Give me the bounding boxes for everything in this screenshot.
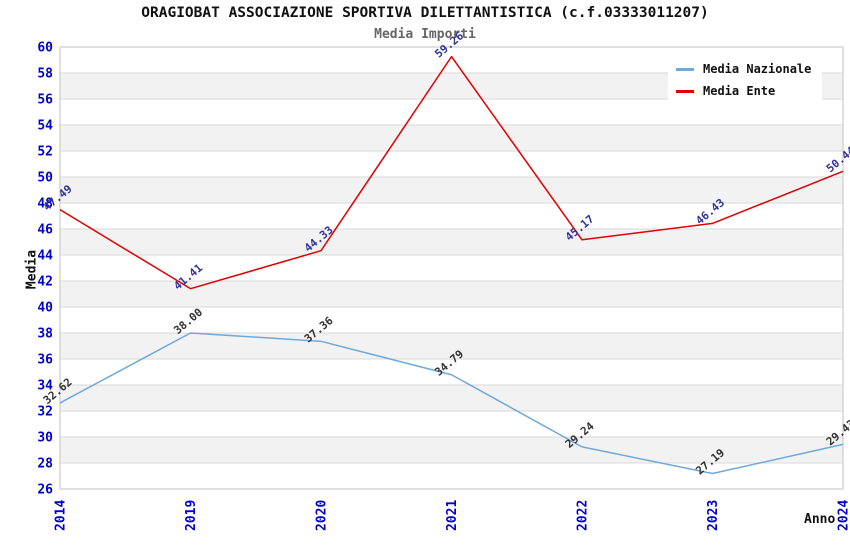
y-tick-label: 58 <box>37 67 53 82</box>
y-tick-label: 40 <box>37 301 53 316</box>
point-value-label: 38.00 <box>171 306 205 337</box>
plot-border <box>59 46 844 490</box>
y-tick-label: 60 <box>37 41 53 56</box>
y-tick-label: 44 <box>37 249 53 264</box>
x-tick-label: 2020 <box>315 500 330 531</box>
y-tick-label: 38 <box>37 327 53 342</box>
legend-label: Media Nazionale <box>703 62 812 76</box>
x-tick-label: 2021 <box>445 500 460 531</box>
series-line <box>59 332 844 475</box>
y-tick-label: 26 <box>37 483 53 498</box>
chart-title: ORAGIOBAT ASSOCIAZIONE SPORTIVA DILETTAN… <box>141 5 709 21</box>
x-tick-label: 2024 <box>837 500 850 531</box>
y-axis-title: Media <box>24 249 40 290</box>
y-tick-label: 56 <box>37 93 53 108</box>
point-value-label: 29.43 <box>824 417 850 448</box>
x-tick-label: 2023 <box>706 500 721 531</box>
x-axis-title: Anno <box>804 512 836 527</box>
x-axis-tick-labels: 2014 2019 2020 2021 2022 2023 2024 <box>54 500 850 531</box>
chart-subtitle: Media Importi <box>374 27 476 42</box>
legend: Media Nazionale Media Ente <box>668 56 822 104</box>
y-tick-label: 48 <box>37 197 53 212</box>
x-tick-label: 2019 <box>184 500 199 531</box>
plot-bands <box>60 73 843 463</box>
y-tick-label: 32 <box>37 405 53 420</box>
y-tick-label: 50 <box>37 171 53 186</box>
y-tick-label: 42 <box>37 275 53 290</box>
point-value-label: 59.26 <box>432 29 466 60</box>
legend-item-media-nazionale: Media Nazionale <box>676 62 822 76</box>
legend-line-swatch-nazionale-icon <box>676 67 694 71</box>
series-media-nazionale <box>59 332 844 475</box>
x-tick-label: 2014 <box>54 500 69 531</box>
y-tick-label: 30 <box>37 431 53 446</box>
legend-item-media-ente: Media Ente <box>676 84 822 98</box>
grid-lines <box>60 46 843 490</box>
y-tick-label: 54 <box>37 119 53 134</box>
y-tick-label: 36 <box>37 353 53 368</box>
x-tick-label: 2022 <box>576 500 591 531</box>
y-tick-label: 34 <box>37 379 53 394</box>
y-tick-label: 52 <box>37 145 53 160</box>
legend-label: Media Ente <box>703 84 776 98</box>
y-tick-label: 28 <box>37 457 53 472</box>
series-line <box>59 55 844 290</box>
legend-line-swatch-ente-icon <box>676 89 694 93</box>
y-axis-tick-labels: 60 58 56 54 52 50 48 46 44 42 40 38 36 34 32 30 28 26 <box>37 41 53 498</box>
series-media-ente <box>59 55 844 290</box>
y-tick-label: 46 <box>37 223 53 238</box>
